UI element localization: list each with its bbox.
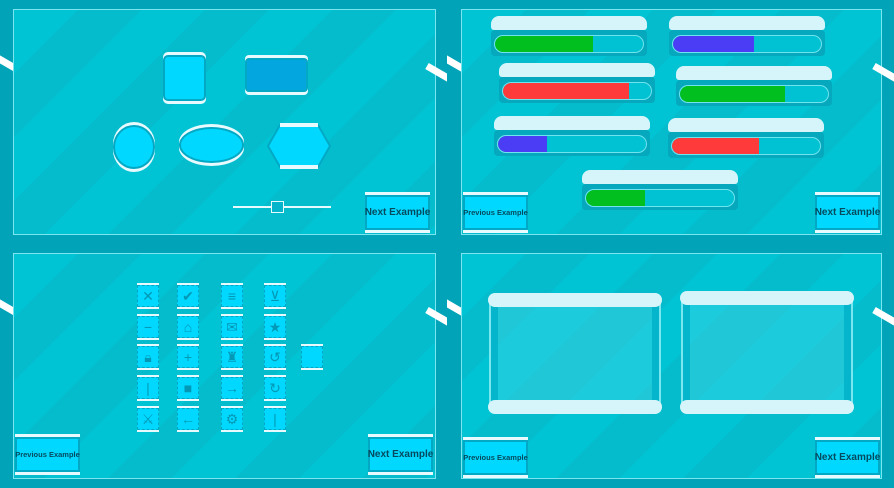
progress-fill <box>680 86 786 102</box>
previous-example-button[interactable]: Previous Example <box>15 437 80 472</box>
progress-bar <box>491 16 647 56</box>
progress-bar <box>668 118 824 158</box>
previous-example-button[interactable]: Previous Example <box>463 440 528 475</box>
vertical-bar-button[interactable]: | <box>264 408 286 430</box>
window-frame <box>488 293 662 414</box>
vertical-bar-icon: | <box>146 380 150 396</box>
progress-bars-example: Previous Example Next Example <box>447 0 894 244</box>
ellipse-frame[interactable] <box>179 127 244 163</box>
cart-icon: ⊻ <box>269 288 281 304</box>
menu-button[interactable]: ≡ <box>221 285 243 307</box>
snow-cap <box>582 170 738 189</box>
restart-icon: ↻ <box>269 380 281 396</box>
lock-icon: 🔒︎ <box>144 349 152 365</box>
arrow-left-icon: ← <box>181 411 195 427</box>
circle-frame[interactable] <box>113 125 155 169</box>
progress-fill <box>672 138 760 154</box>
arrow-right-button[interactable]: → <box>221 377 243 399</box>
icon-buttons-example: ✕ − 🔒︎ | ⚔ ✔ ⌂ + ■ ← ≡ ✉ ♜ → ⚙ ⊻ ★ ↺ ↻ | Previous Example N… <box>0 244 447 488</box>
progress-bar <box>669 16 825 56</box>
next-example-button[interactable]: Next Example <box>815 195 880 230</box>
progress-track <box>679 85 829 103</box>
progress-track <box>502 82 652 100</box>
panel <box>461 253 882 479</box>
next-example-button[interactable]: Next Example <box>365 195 430 230</box>
progress-bar <box>494 116 650 156</box>
crossed-swords-icon: ⚔ <box>141 411 155 427</box>
slider-handle[interactable] <box>271 201 285 213</box>
progress-track <box>671 137 821 155</box>
plus-icon: + <box>183 349 193 365</box>
progress-fill <box>495 36 593 52</box>
arrow-left-button[interactable]: ← <box>177 408 199 430</box>
undo-button[interactable]: ↺ <box>264 346 286 368</box>
stop-button[interactable]: ■ <box>177 377 199 399</box>
progress-bar <box>499 63 655 103</box>
snow-cap <box>669 16 825 35</box>
check-icon: ✔ <box>182 288 194 304</box>
gear-button[interactable]: ⚙ <box>221 408 243 430</box>
progress-bar <box>582 170 738 210</box>
home-button[interactable]: ⌂ <box>177 316 199 338</box>
close-button[interactable]: ✕ <box>137 285 159 307</box>
vertical-bar-button[interactable]: | <box>137 377 159 399</box>
close-icon: ✕ <box>142 288 154 304</box>
window-frames-example: Previous Example Next Example <box>447 244 894 488</box>
plus-button[interactable]: + <box>177 346 199 368</box>
home-icon: ⌂ <box>183 319 193 335</box>
cart-button[interactable]: ⊻ <box>264 285 286 307</box>
minus-button[interactable]: − <box>137 316 159 338</box>
rect-frame[interactable] <box>245 58 308 92</box>
star-icon: ★ <box>268 319 282 335</box>
next-example-button[interactable]: Next Example <box>815 440 880 475</box>
vertical-bar-icon: | <box>273 411 277 427</box>
arrow-right-icon: → <box>225 380 239 396</box>
trophy-button[interactable]: ♜ <box>221 346 243 368</box>
progress-track <box>672 35 822 53</box>
previous-example-button[interactable]: Previous Example <box>463 195 528 230</box>
undo-icon: ↺ <box>269 349 281 365</box>
stop-icon: ■ <box>183 380 193 396</box>
progress-track <box>494 35 644 53</box>
window-frame <box>680 291 854 414</box>
snow-cap <box>676 66 832 85</box>
star-button[interactable]: ★ <box>264 316 286 338</box>
restart-button[interactable]: ↻ <box>264 377 286 399</box>
square-frame[interactable] <box>163 55 206 101</box>
progress-fill <box>586 190 646 206</box>
trophy-icon: ♜ <box>225 349 239 365</box>
progress-bar <box>676 66 832 106</box>
menu-icon: ≡ <box>227 288 237 304</box>
minus-icon: − <box>143 319 153 335</box>
check-button[interactable]: ✔ <box>177 285 199 307</box>
hexagon-frame[interactable] <box>266 123 332 169</box>
blank-button[interactable] <box>301 346 323 368</box>
next-example-button[interactable]: Next Example <box>368 437 433 472</box>
gear-icon: ⚙ <box>225 411 239 427</box>
progress-track <box>497 135 647 153</box>
lock-button[interactable]: 🔒︎ <box>137 346 159 368</box>
scroll-button[interactable]: ✉ <box>221 316 243 338</box>
snow-cap <box>668 118 824 137</box>
progress-fill <box>498 136 547 152</box>
progress-fill <box>673 36 755 52</box>
shapes-example: Next Example <box>0 0 447 244</box>
snow-cap <box>494 116 650 135</box>
progress-fill <box>503 83 629 99</box>
crossed-swords-button[interactable]: ⚔ <box>137 408 159 430</box>
progress-track <box>585 189 735 207</box>
snow-cap <box>499 63 655 82</box>
scroll-icon: ✉ <box>226 319 238 335</box>
snow-cap <box>491 16 647 35</box>
